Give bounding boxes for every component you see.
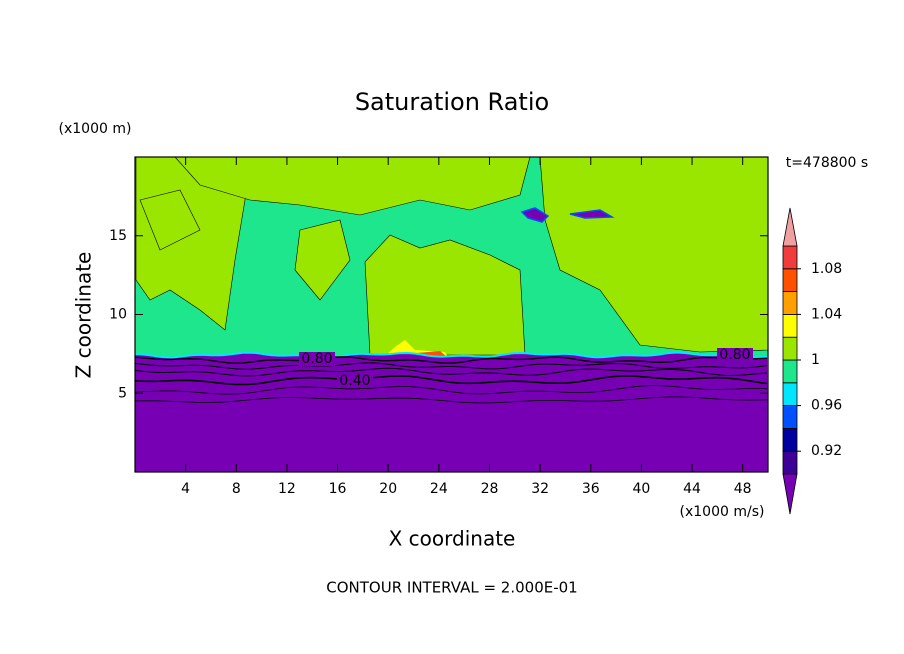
field-region <box>139 189 201 251</box>
contour-line <box>134 385 768 395</box>
x-axis-label: X coordinate <box>389 527 516 551</box>
contour-label: 0.80 <box>301 351 332 367</box>
contour-line <box>134 375 768 386</box>
contour-label-bg <box>337 374 373 388</box>
x-tick-label: 32 <box>531 481 549 497</box>
x-tick-label: 4 <box>181 481 190 497</box>
x-tick-label: 28 <box>481 481 499 497</box>
x-tick-label: 40 <box>632 481 650 497</box>
contour-line <box>134 356 768 364</box>
x-tick-label: 8 <box>232 481 241 497</box>
contour-line <box>135 396 768 404</box>
field-region <box>135 352 768 472</box>
y-axis-label: Z coordinate <box>72 252 96 379</box>
colorbar-tick-label: 0.92 <box>811 443 842 459</box>
y-unit: (x1000 m) <box>59 121 132 137</box>
x-tick-label: 48 <box>734 481 752 497</box>
colorbar-band <box>782 291 798 315</box>
contour-label-bg <box>717 348 753 362</box>
field-region <box>520 207 615 223</box>
x-tick-label: 24 <box>430 481 448 497</box>
colorbar-band <box>782 336 798 361</box>
colorbar-band <box>782 268 798 292</box>
footer: CONTOUR INTERVAL = 2.000E-01 <box>326 579 577 597</box>
contour-line <box>134 367 768 377</box>
colorbar-under <box>782 473 798 515</box>
time-label: t=478800 s <box>786 155 868 171</box>
contour-line <box>134 362 768 370</box>
field-region <box>174 156 531 216</box>
contour-line <box>135 351 768 359</box>
x-unit: (x1000 m/s) <box>680 504 765 520</box>
field-region <box>294 219 351 301</box>
colorbar-band <box>782 405 798 429</box>
colorbar-band <box>782 382 798 406</box>
contour-label: 0.40 <box>339 373 370 389</box>
x-tick-label: 12 <box>278 481 296 497</box>
colorbar-tick-label: 1.08 <box>811 261 842 277</box>
x-tick-label: 16 <box>329 481 347 497</box>
y-tick-label: 5 <box>118 385 127 401</box>
contour-label: 0.80 <box>719 347 750 363</box>
contour-label-bg <box>299 352 335 366</box>
colorbar-band <box>782 313 798 338</box>
colorbar-band <box>782 450 798 475</box>
colorbar-band <box>782 427 798 452</box>
colorbar-tick-label: 1 <box>811 352 820 368</box>
colorbar-band <box>782 359 798 384</box>
x-tick-label: 36 <box>582 481 600 497</box>
colorbar-over <box>782 207 798 247</box>
chart-title: Saturation Ratio <box>355 88 549 116</box>
colorbar-tick-label: 0.96 <box>811 398 842 414</box>
x-tick-label: 20 <box>379 481 397 497</box>
y-tick-label: 15 <box>109 228 127 244</box>
colorbar-tick-label: 1.04 <box>811 306 842 322</box>
colorbar-band <box>782 245 798 270</box>
contour-field: 0.80 0.40 0.80 <box>134 156 769 472</box>
y-tick-label: 10 <box>109 307 127 323</box>
x-tick-label: 44 <box>683 481 701 497</box>
